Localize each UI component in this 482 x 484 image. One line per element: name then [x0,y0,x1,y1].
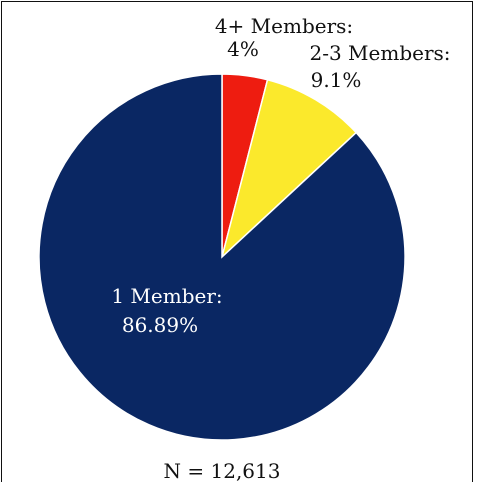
sample-size-annotation: N = 12,613 [164,459,281,482]
slice-value-4plus-members: 4% [227,37,259,61]
chart-frame: 4+ Members: 4% 2-3 Members: 9.1% 1 Membe… [1,1,473,482]
pie-slice-2-3-members [220,78,358,260]
pie-slice-1-member [38,73,406,441]
slice-label-2-3-members: 2-3 Members: [309,41,450,65]
slice-value-1-member: 86.89% [122,313,198,337]
slice-value-2-3-members: 9.1% [311,68,362,92]
pie-chart: 4+ Members: 4% 2-3 Members: 9.1% 1 Membe… [38,14,451,482]
slice-label-4plus-members: 4+ Members: [215,14,353,38]
slice-label-1-member: 1 Member: [111,284,222,308]
pie-slices [38,73,406,441]
